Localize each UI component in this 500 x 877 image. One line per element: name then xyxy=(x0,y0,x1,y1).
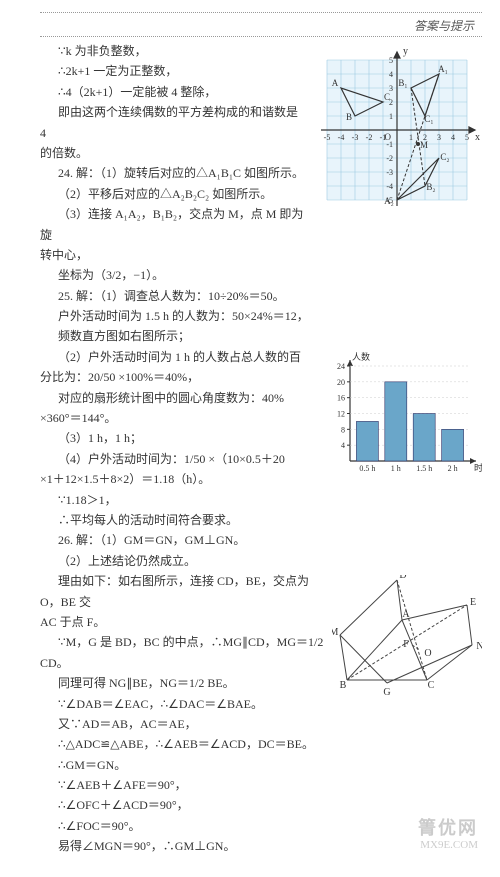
text-line: ∵1.18＞1， xyxy=(40,490,482,510)
text-line: 易得∠MGN＝90°，∴GM⊥GN。 xyxy=(40,836,482,856)
svg-text:1: 1 xyxy=(409,133,413,142)
svg-text:12: 12 xyxy=(337,409,345,418)
watermark-line1: 箐优网 xyxy=(418,818,478,840)
svg-text:20: 20 xyxy=(337,378,345,387)
text-line: ∴△ADC≌△ABE，∴∠AEB＝∠ACD，DC＝BE。 xyxy=(40,734,482,754)
text-line: ∵∠AEB＋∠AFE＝90°， xyxy=(40,775,482,795)
header-title: 答案与提示 xyxy=(414,19,474,33)
svg-text:A₂: A₂ xyxy=(384,196,394,206)
svg-text:A: A xyxy=(402,609,410,620)
svg-text:-2: -2 xyxy=(386,154,393,163)
svg-text:F: F xyxy=(403,639,409,650)
text-line: 又∵AD＝AB，AC＝AE， xyxy=(40,714,482,734)
text-line: ∴GM＝GN。 xyxy=(40,755,482,775)
svg-text:8: 8 xyxy=(341,425,345,434)
svg-text:C: C xyxy=(384,92,390,102)
text-line: 转中心， xyxy=(40,245,482,265)
text-line: （2）上述结论仍然成立。 xyxy=(40,551,482,571)
text-line: 坐标为（3/2，−1）。 xyxy=(40,265,482,285)
svg-text:2 h: 2 h xyxy=(448,464,458,473)
svg-text:时间/h: 时间/h xyxy=(474,462,482,473)
svg-text:C₂: C₂ xyxy=(440,152,449,162)
svg-text:E: E xyxy=(470,597,476,608)
svg-text:y: y xyxy=(403,46,408,57)
svg-text:x: x xyxy=(475,132,480,143)
svg-text:1 h: 1 h xyxy=(391,464,401,473)
svg-text:B₂: B₂ xyxy=(426,182,435,192)
svg-text:0.5 h: 0.5 h xyxy=(359,464,375,473)
svg-text:-3: -3 xyxy=(386,168,393,177)
svg-text:N: N xyxy=(476,641,482,652)
svg-text:4: 4 xyxy=(341,441,345,450)
svg-text:M: M xyxy=(332,627,339,638)
watermark: 箐优网 MX9E.COM xyxy=(418,818,478,853)
svg-text:16: 16 xyxy=(337,394,345,403)
svg-text:人数: 人数 xyxy=(352,351,370,362)
svg-text:5: 5 xyxy=(389,56,393,65)
text-line: 25. 解：（1）调查总人数为：10÷20%＝50。 xyxy=(40,286,482,306)
watermark-line2: MX9E.COM xyxy=(418,839,478,852)
svg-text:B: B xyxy=(340,680,347,691)
text-line: 频数直方图如右图所示； xyxy=(40,326,482,346)
page-header: 答案与提示 xyxy=(40,17,482,34)
svg-text:-2: -2 xyxy=(366,133,373,142)
text-line: ∴∠FOC＝90°。 xyxy=(40,816,482,836)
text-line: 户外活动时间为 1.5 h 的人数为：50×24%＝12， xyxy=(40,306,482,326)
text-line: ∴∠OFC＋∠ACD＝90°， xyxy=(40,795,482,815)
svg-text:-4: -4 xyxy=(386,182,393,191)
svg-text:-4: -4 xyxy=(338,133,345,142)
svg-text:D: D xyxy=(399,575,406,581)
text-line: ∴平均每人的活动时间符合要求。 xyxy=(40,510,482,530)
svg-text:3: 3 xyxy=(437,133,441,142)
svg-text:1: 1 xyxy=(389,112,393,121)
svg-text:-5: -5 xyxy=(324,133,331,142)
svg-text:M: M xyxy=(420,140,428,150)
svg-text:-1: -1 xyxy=(380,133,387,142)
geometry-figure: A B C D E M N G F O xyxy=(332,575,482,701)
svg-text:B₁: B₁ xyxy=(398,78,407,88)
svg-text:A₁: A₁ xyxy=(438,64,448,74)
svg-text:C₁: C₁ xyxy=(424,114,433,124)
svg-text:G: G xyxy=(383,687,390,695)
svg-text:C: C xyxy=(428,680,435,691)
histogram-figure: 人数时间/h 4 8 12 16 20 24 0.5 h 1 h 1.5 h 2 h xyxy=(322,351,482,487)
svg-text:4: 4 xyxy=(389,70,393,79)
svg-text:-3: -3 xyxy=(352,133,359,142)
svg-text:-1: -1 xyxy=(386,140,393,149)
svg-text:1.5 h: 1.5 h xyxy=(416,464,432,473)
svg-text:O: O xyxy=(424,648,431,659)
svg-text:A: A xyxy=(332,78,339,88)
svg-text:24: 24 xyxy=(337,362,345,371)
svg-text:4: 4 xyxy=(451,133,455,142)
coordinate-grid-figure: xyO-5-4-3-2-112345-5-4-3-2-112345ABCA₁B₁… xyxy=(312,45,482,221)
text-line: 26. 解：（1）GM＝GN，GM⊥GN。 xyxy=(40,530,482,550)
svg-text:5: 5 xyxy=(465,133,469,142)
svg-text:B: B xyxy=(346,112,352,122)
